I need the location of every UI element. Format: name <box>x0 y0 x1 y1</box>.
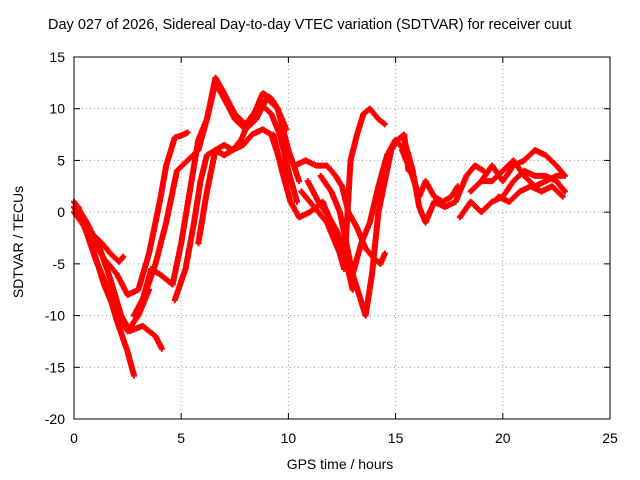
data-series-arc-16 <box>401 136 487 226</box>
y-tick-label: 15 <box>49 49 65 65</box>
data-series-arc-13 <box>304 131 412 319</box>
chart-title: Day 027 of 2026, Sidereal Day-to-day VTE… <box>48 17 572 33</box>
data-series-arc-5 <box>75 204 152 335</box>
data-series-arc-8 <box>171 126 292 304</box>
series-markers <box>495 183 566 205</box>
y-tick-label: 5 <box>57 152 65 168</box>
y-tick-label: 0 <box>57 204 65 220</box>
y-tick-label: -15 <box>45 359 65 375</box>
series-markers <box>478 147 568 185</box>
plot-frame <box>73 56 611 420</box>
y-tick-label: -5 <box>53 256 66 272</box>
tick-labels: 0 5 10 15 20 25 -20 -15 -10 -5 0 5 10 15 <box>45 49 618 446</box>
data-series-arc-17 <box>456 167 568 221</box>
y-tick-label: -10 <box>45 308 65 324</box>
series-markers <box>75 204 152 335</box>
data-series-group <box>71 74 568 379</box>
x-tick-label: 20 <box>495 430 511 446</box>
data-series-arc-14 <box>317 136 414 278</box>
x-tick-label: 5 <box>177 430 185 446</box>
x-tick-label: 0 <box>70 430 78 446</box>
series-markers <box>171 126 292 304</box>
x-tick-label: 25 <box>602 430 618 446</box>
series-markers <box>401 136 487 226</box>
x-tick-label: 15 <box>388 430 404 446</box>
data-series-arc-19 <box>478 147 568 185</box>
series-markers <box>139 74 303 304</box>
y-tick-label: 10 <box>49 101 65 117</box>
series-markers <box>195 100 300 247</box>
x-axis-label: GPS time / hours <box>286 456 394 472</box>
data-series-arc-9 <box>195 100 300 247</box>
y-axis-label: SDTVAR / TECUs <box>10 185 26 299</box>
data-series-arc-7 <box>139 74 303 304</box>
y-tick-label: -20 <box>45 411 65 427</box>
series-markers <box>456 167 568 221</box>
data-series-arc-20 <box>495 183 566 205</box>
x-tick-label: 10 <box>281 430 297 446</box>
series-markers <box>317 136 414 278</box>
series-markers <box>304 131 412 319</box>
